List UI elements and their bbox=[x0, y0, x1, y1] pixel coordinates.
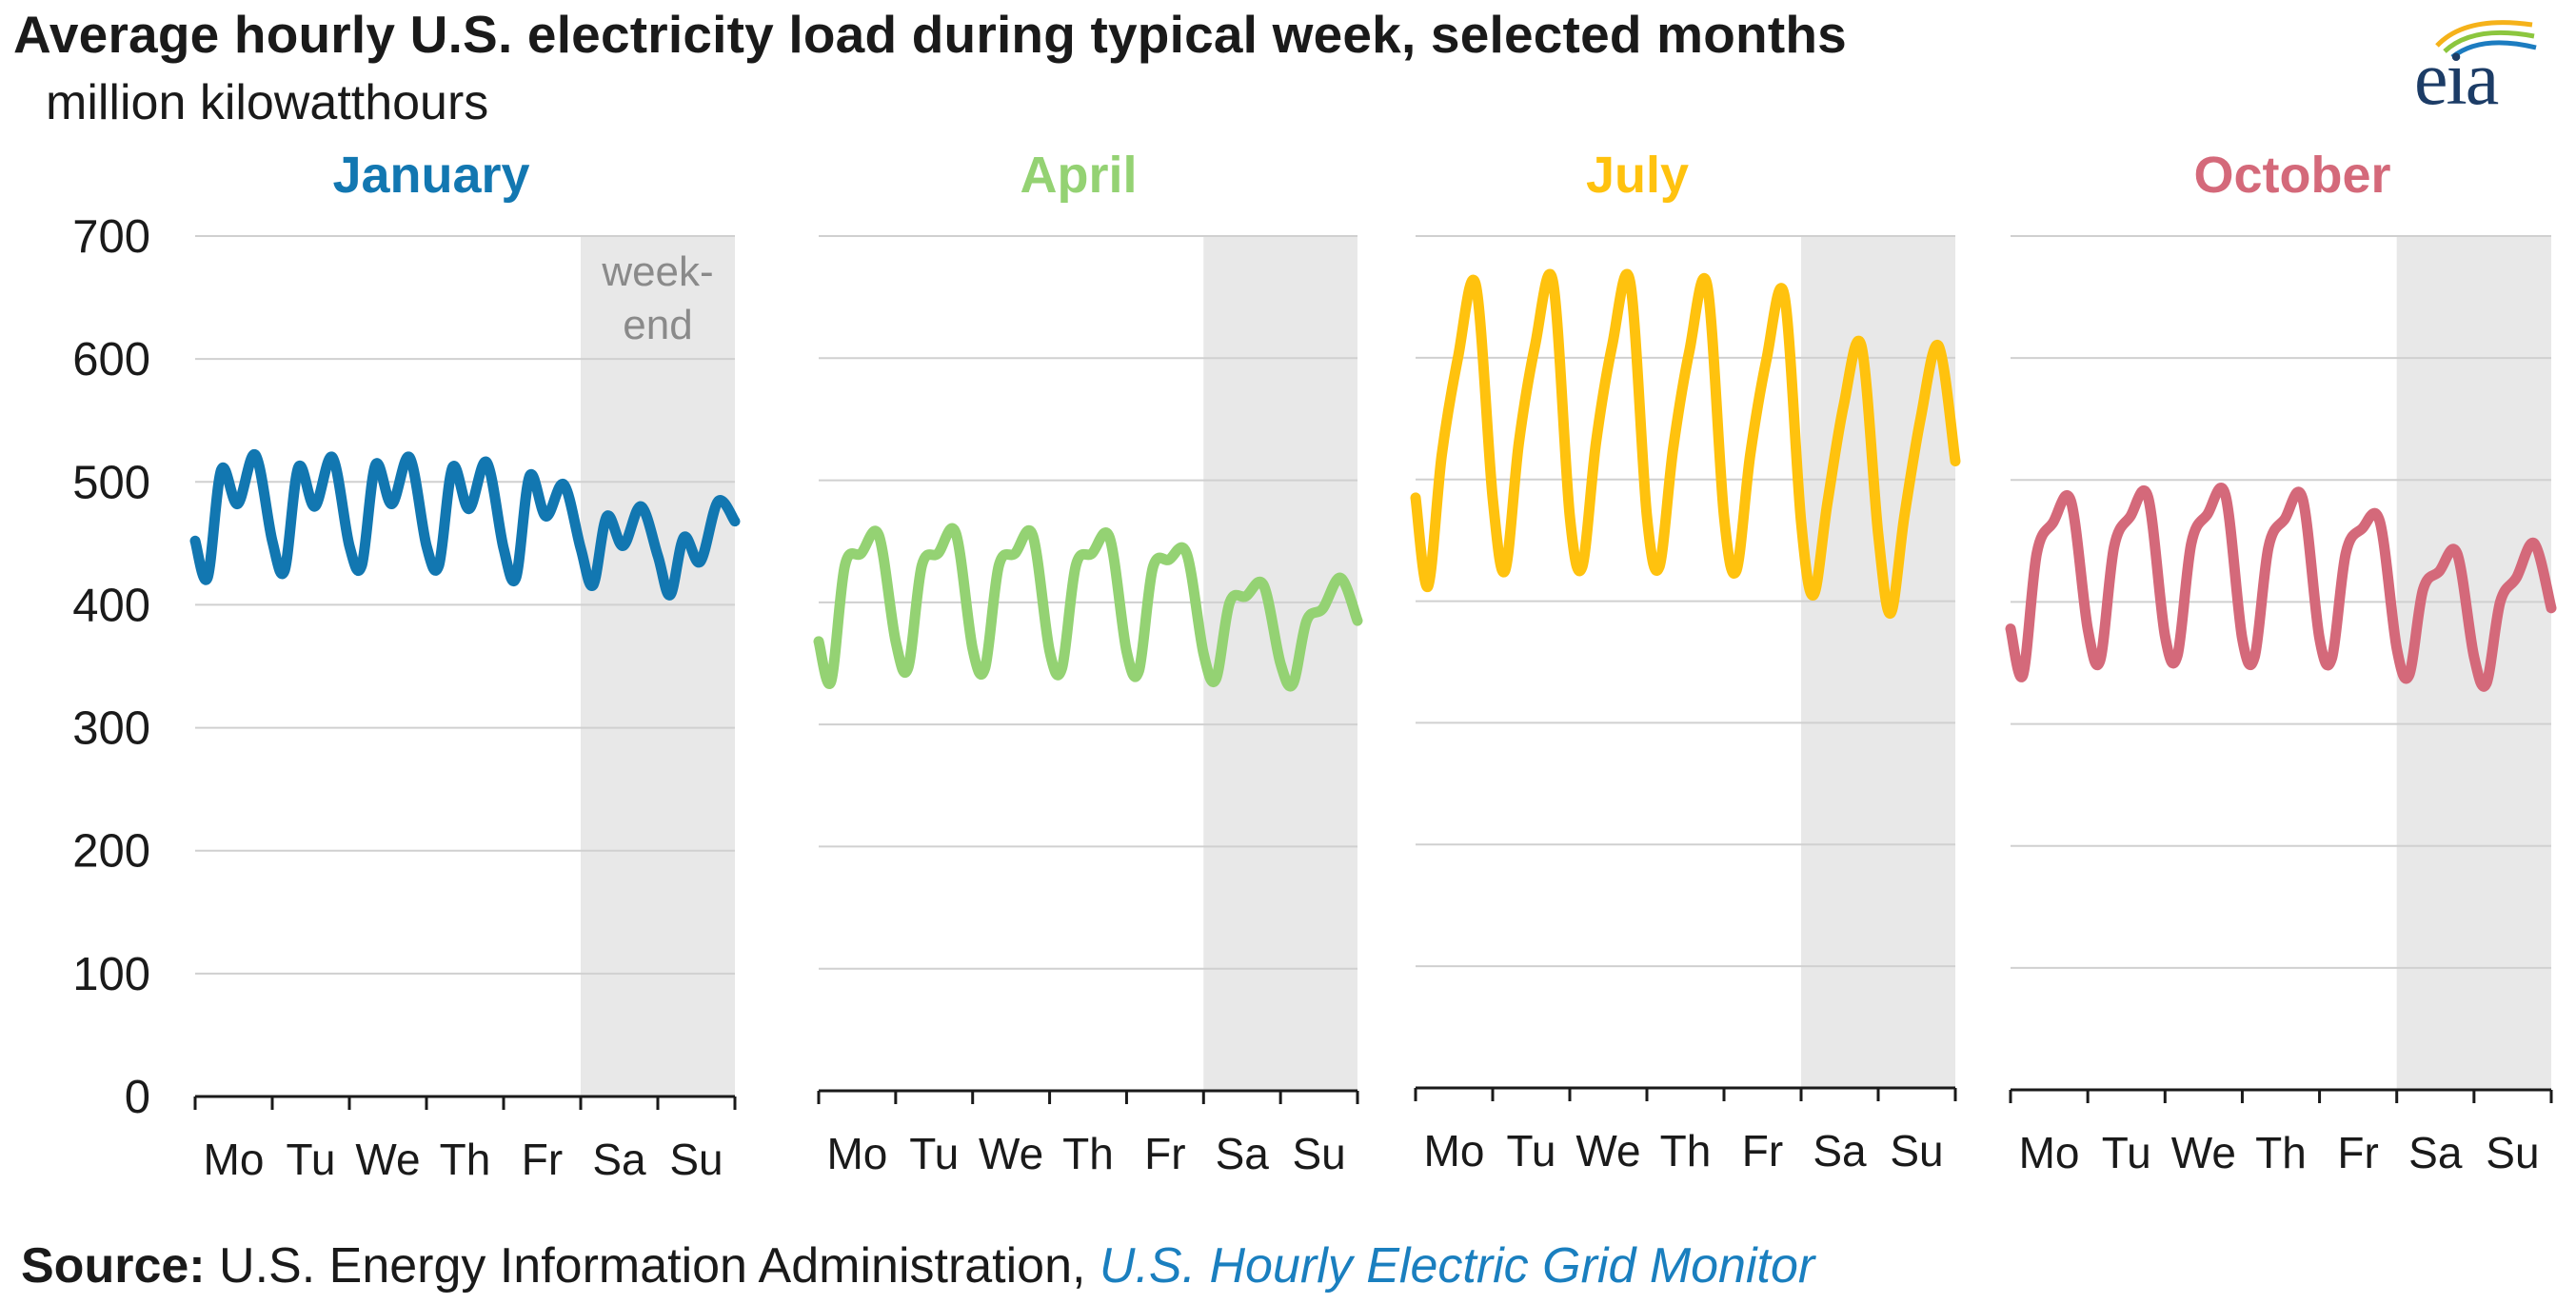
x-tick-label: Th bbox=[1660, 1126, 1712, 1176]
panel-july: Mo Tu We Th Fr Sa Su July bbox=[1410, 147, 1961, 1176]
chart-area: 0 100 200 300 400 500 600 700 Mo Tu We Th Fr Sa Su Janu… bbox=[72, 147, 2557, 1184]
x-tick-label: Tu bbox=[909, 1129, 959, 1178]
eia-logo-text: eia bbox=[2414, 37, 2499, 121]
x-tick-label: Tu bbox=[2102, 1128, 2151, 1177]
chart-title: Average hourly U.S. electricity load dur… bbox=[13, 5, 1847, 64]
eia-logo-icon bbox=[2435, 20, 2537, 59]
y-tick-label: 400 bbox=[72, 580, 150, 631]
chart-subtitle: million kilowatthours bbox=[46, 75, 489, 130]
x-tick-label: We bbox=[355, 1135, 420, 1184]
x-tick-label: Fr bbox=[1742, 1126, 1783, 1176]
x-tick-label: Su bbox=[1292, 1129, 1345, 1178]
panel-april: Mo Tu We Th Fr Sa Su April bbox=[813, 147, 1363, 1178]
x-tick-label: Fr bbox=[1144, 1129, 1185, 1178]
panel-title: July bbox=[1586, 147, 1689, 204]
x-tick-label: Sa bbox=[592, 1135, 646, 1184]
x-tick-label: Su bbox=[669, 1135, 723, 1184]
x-tick-label: Fr bbox=[2337, 1128, 2378, 1177]
x-tick-label: Su bbox=[1890, 1126, 1943, 1176]
x-tick-label: Sa bbox=[1216, 1129, 1270, 1178]
x-tick-label: Fr bbox=[522, 1135, 563, 1184]
y-tick-label: 300 bbox=[72, 703, 150, 755]
load-series-line bbox=[189, 449, 741, 601]
y-axis-labels: 0 100 200 300 400 500 600 700 bbox=[72, 211, 150, 1123]
panel-title: January bbox=[332, 147, 529, 204]
x-tick-label: Th bbox=[2255, 1128, 2307, 1177]
load-series-line bbox=[2005, 483, 2557, 692]
source-note: Source: U.S. Energy Information Administ… bbox=[21, 1237, 1814, 1294]
x-tick-label: Tu bbox=[287, 1135, 336, 1184]
y-tick-label: 200 bbox=[72, 826, 150, 878]
x-tick-label: Sa bbox=[2408, 1128, 2463, 1177]
panel-october: Mo Tu We Th Fr Sa Su October bbox=[2005, 147, 2557, 1177]
y-tick-label: 0 bbox=[125, 1072, 150, 1123]
weekend-shade bbox=[581, 236, 735, 1097]
y-tick-label: 600 bbox=[72, 334, 150, 385]
load-series-line bbox=[1410, 268, 1961, 619]
panel-january: Mo Tu We Th Fr Sa Su January week-end bbox=[189, 147, 741, 1184]
x-tick-label: Th bbox=[1062, 1129, 1114, 1178]
panel-title: October bbox=[2193, 147, 2390, 204]
x-tick-label: Mo bbox=[826, 1129, 887, 1178]
x-tick-label: Su bbox=[2486, 1128, 2539, 1177]
x-tick-label: Mo bbox=[1424, 1126, 1485, 1176]
weekend-label: end bbox=[623, 302, 692, 348]
x-tick-label: Mo bbox=[2019, 1128, 2080, 1177]
x-tick-label: Th bbox=[440, 1135, 491, 1184]
x-tick-label: We bbox=[2171, 1128, 2236, 1177]
y-tick-label: 700 bbox=[72, 211, 150, 263]
source-link[interactable]: U.S. Hourly Electric Grid Monitor bbox=[1099, 1238, 1815, 1294]
weekend-label: week- bbox=[601, 248, 713, 295]
x-tick-label: Tu bbox=[1507, 1126, 1556, 1176]
x-tick-label: Mo bbox=[204, 1135, 265, 1184]
source-text: U.S. Energy Information Administration, bbox=[205, 1238, 1100, 1294]
x-tick-label: We bbox=[1575, 1126, 1640, 1176]
y-tick-label: 500 bbox=[72, 457, 150, 508]
source-label: Source: bbox=[21, 1238, 206, 1294]
y-tick-label: 100 bbox=[72, 949, 150, 1000]
load-series-line bbox=[813, 523, 1363, 692]
panel-title: April bbox=[1020, 147, 1137, 204]
x-tick-label: We bbox=[979, 1129, 1043, 1178]
x-tick-label: Sa bbox=[1813, 1126, 1867, 1176]
